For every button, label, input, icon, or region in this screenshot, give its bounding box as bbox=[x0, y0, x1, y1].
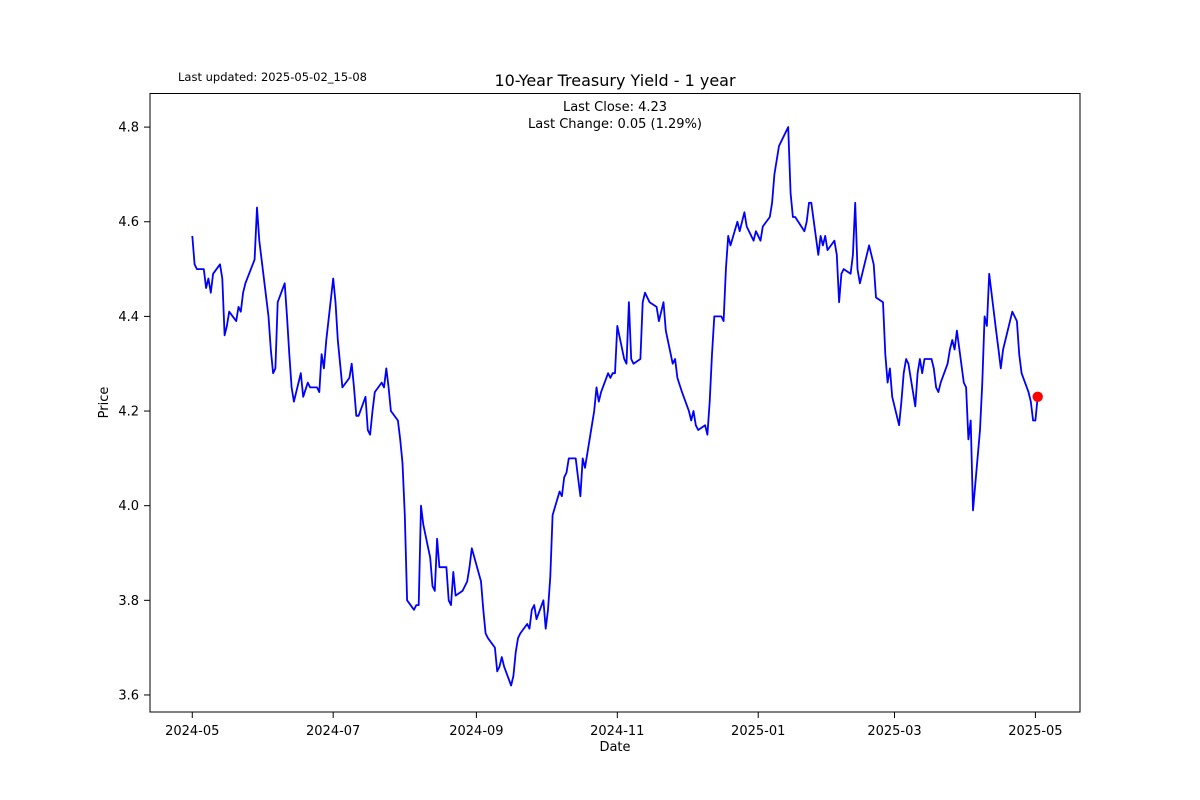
last-close-marker bbox=[1032, 391, 1043, 402]
x-tick-label: 2024-11 bbox=[590, 724, 644, 739]
y-tick-label: 4.0 bbox=[118, 499, 139, 514]
x-tick-label: 2025-03 bbox=[867, 724, 921, 739]
y-tick-label: 4.4 bbox=[118, 310, 139, 325]
yield-price-line bbox=[191, 126, 1039, 687]
last-updated-text: Last updated: 2025-05-02_15-08 bbox=[178, 70, 367, 84]
y-axis-label: Price bbox=[97, 387, 112, 419]
y-tick-label: 4.2 bbox=[118, 405, 139, 420]
last-close-text: Last Close: 4.23 bbox=[563, 100, 667, 115]
y-tick-label: 4.8 bbox=[118, 121, 139, 136]
plot-area bbox=[149, 93, 1081, 713]
y-axis-ticks: 3.6 3.8 4.0 4.2 4.4 4.6 4.8 bbox=[118, 121, 150, 703]
last-change-text: Last Change: 0.05 (1.29%) bbox=[528, 117, 702, 132]
x-tick-label: 2025-05 bbox=[1008, 724, 1062, 739]
x-tick-label: 2024-05 bbox=[165, 724, 219, 739]
x-tick-label: 2024-09 bbox=[449, 724, 503, 739]
y-tick-label: 4.6 bbox=[118, 215, 139, 230]
x-axis-label: Date bbox=[599, 740, 630, 755]
x-tick-label: 2024-07 bbox=[306, 724, 360, 739]
x-tick-label: 2025-01 bbox=[731, 724, 785, 739]
y-tick-label: 3.8 bbox=[118, 594, 139, 609]
y-tick-label: 3.6 bbox=[118, 688, 139, 703]
chart-title: 10-Year Treasury Yield - 1 year bbox=[494, 71, 736, 90]
x-axis-ticks: 2024-05 2024-07 2024-09 2024-11 2025-01 2025-… bbox=[165, 712, 1063, 739]
